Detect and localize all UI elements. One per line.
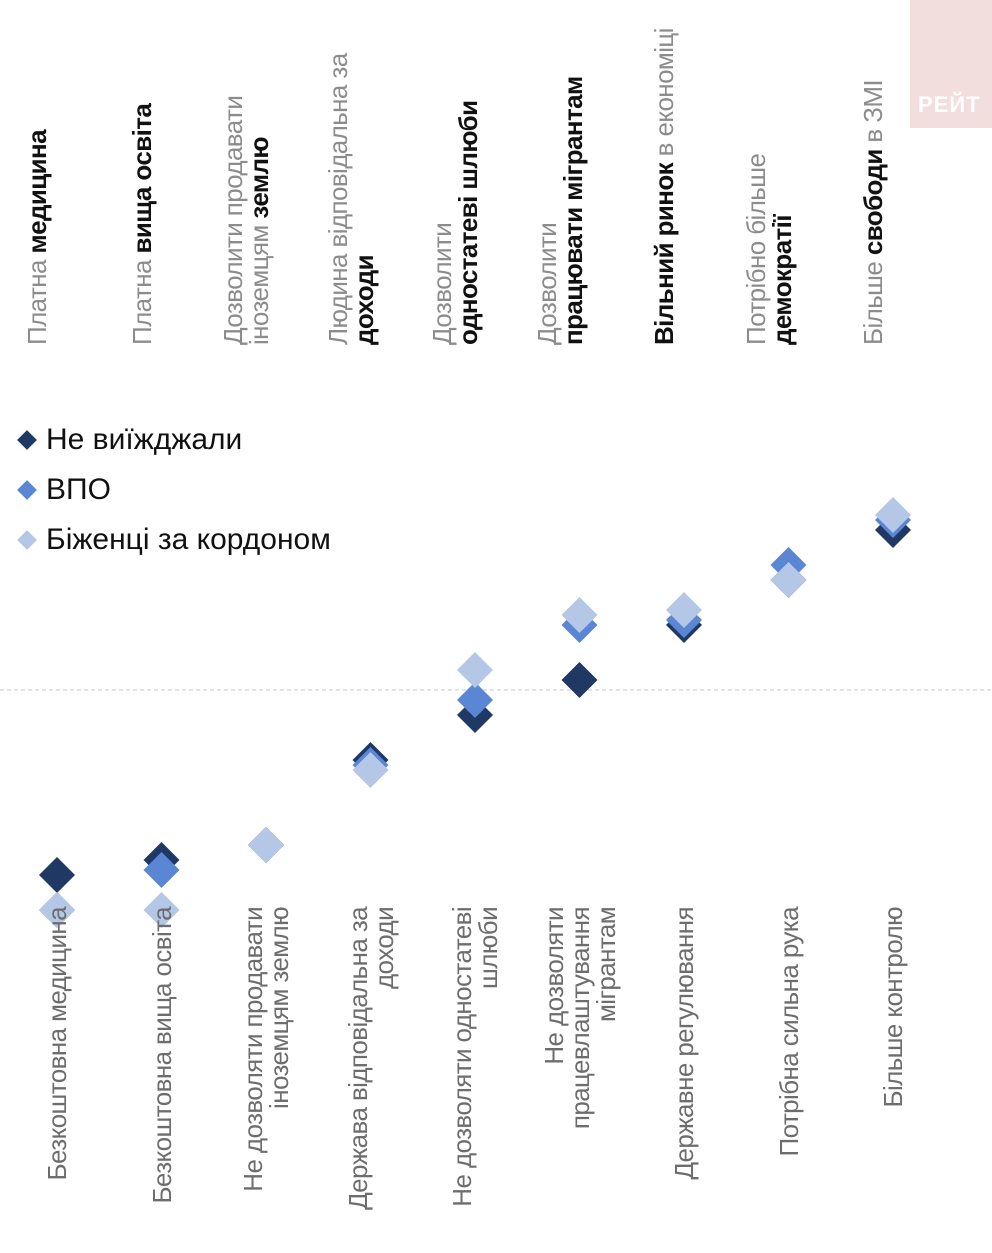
bottom-label-5-line-2: мігрантам [590, 907, 621, 1022]
point-series2-6 [666, 592, 702, 628]
bottom-label-3: Держава відповідальна за доходи [342, 907, 399, 1245]
point-series2-0 [39, 892, 75, 928]
bottom-label-8: Більше контролю [878, 907, 908, 1245]
bottom-label-2-line-1: іноземцям землю [264, 907, 294, 1109]
legend-item-2: Біженці за кордоном [16, 515, 331, 565]
bottom-label-2: Не дозволяти продавати іноземцям землю [238, 907, 294, 1245]
badge-text: РЕЙТ [918, 92, 981, 117]
bottom-label-3-line-1: доходи [368, 907, 399, 990]
legend-label-1: ВПО [46, 473, 111, 506]
bottom-label-5-line-0: Не дозволяти [538, 907, 569, 1065]
legend-label-0: Не виїжджали [46, 423, 243, 456]
point-series2-8 [875, 497, 911, 533]
bottom-label-8-line-0: Більше контролю [878, 907, 908, 1108]
bottom-label-1-line-0: Безкоштовна вища освіта [146, 907, 177, 1204]
point-series2-4 [457, 652, 493, 688]
bottom-label-7-line-0: Потрібна сильна рука [773, 907, 804, 1157]
bottom-label-0-line-0: Безкоштовна медицина [42, 907, 72, 1181]
point-series2-5 [561, 597, 598, 633]
point-series1-4 [457, 682, 493, 718]
point-series0-5 [561, 662, 598, 698]
point-series1-1 [143, 852, 180, 888]
point-series0-0 [39, 857, 75, 893]
point-series2-3 [352, 752, 389, 788]
bottom-label-7: Потрібна сильна рука [773, 907, 804, 1245]
legend: Не виїжджали ВПО Біженці за кордоном [16, 415, 331, 565]
legend-item-0: Не виїжджали [16, 415, 331, 465]
bottom-label-0: Безкоштовна медицина [42, 907, 72, 1245]
legend-item-1: ВПО [16, 465, 331, 515]
point-series2-7 [770, 562, 807, 598]
bottom-label-6-line-0: Державне регулювання [669, 907, 699, 1180]
legend-label-2: Біженці за кордоном [46, 523, 331, 556]
bottom-label-3-line-0: Держава відповідальна за [342, 907, 373, 1210]
point-series2-1 [143, 892, 180, 928]
bottom-label-4: Не дозволяти одностатеві шлюби [447, 907, 503, 1245]
bottom-label-5: Не дозволяти працевлаштування мігрантам [538, 907, 621, 1245]
badge: РЕЙТ [910, 0, 992, 128]
bottom-label-5-line-1: працевлаштування [564, 907, 595, 1130]
bottom-label-4-line-1: шлюби [473, 907, 503, 989]
bottom-label-1: Безкоштовна вища освіта [146, 907, 177, 1245]
point-series2-2 [248, 827, 284, 863]
bottom-label-6: Державне регулювання [669, 907, 699, 1245]
